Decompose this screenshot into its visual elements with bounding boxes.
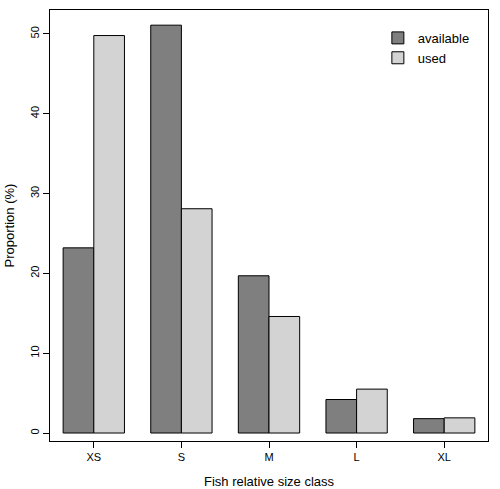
svg-text:Proportion (%): Proportion (%) xyxy=(2,184,17,268)
svg-text:used: used xyxy=(418,51,446,66)
svg-text:50: 50 xyxy=(29,26,41,38)
svg-text:XL: XL xyxy=(437,451,450,463)
svg-text:available: available xyxy=(418,31,469,46)
svg-text:40: 40 xyxy=(29,106,41,118)
svg-text:XS: XS xyxy=(86,451,101,463)
svg-text:S: S xyxy=(178,451,185,463)
svg-text:30: 30 xyxy=(29,186,41,198)
svg-text:10: 10 xyxy=(29,345,41,357)
svg-text:0: 0 xyxy=(29,428,41,434)
svg-text:M: M xyxy=(264,451,273,463)
svg-text:20: 20 xyxy=(29,266,41,278)
svg-text:Fish relative size class: Fish relative size class xyxy=(204,474,335,489)
svg-text:L: L xyxy=(354,451,360,463)
